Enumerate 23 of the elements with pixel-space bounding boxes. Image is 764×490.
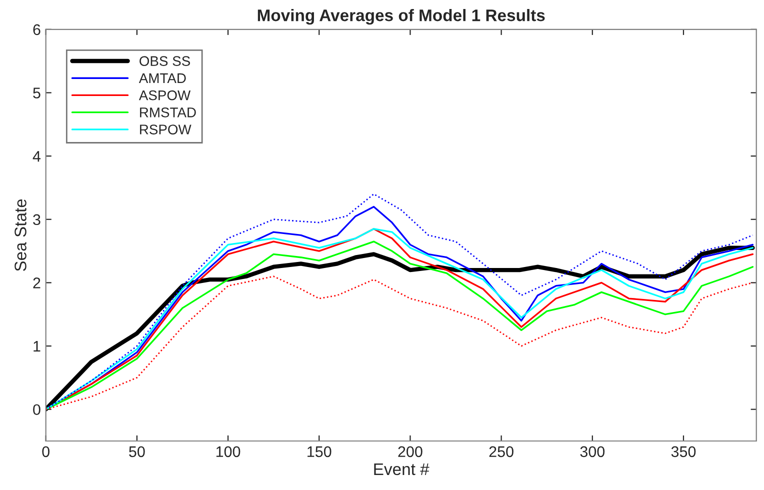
y-tick-label: 1 (34, 341, 40, 352)
y-tick-label: 5 (33, 88, 40, 98)
legend-label: ASPOW (138, 90, 191, 100)
x-tick-label: 350 (671, 446, 696, 458)
y-tick-label: 3 (33, 214, 40, 226)
y-tick-label: 2 (33, 278, 40, 288)
x-tick-label: 100 (216, 446, 240, 458)
legend-label: OBS SS (140, 56, 190, 66)
y-tick-label: 4 (32, 151, 41, 162)
x-tick-label: 250 (489, 446, 514, 458)
x-tick-label: 300 (580, 446, 605, 458)
y-axis-title: Sea State (14, 199, 26, 272)
x-tick-label: 150 (308, 446, 332, 458)
x-tick-label: 50 (129, 446, 145, 458)
x-axis-title: Event # (374, 463, 430, 476)
x-tick-label: 200 (398, 446, 422, 458)
y-tick-label: 6 (33, 24, 40, 36)
legend-label: RMSTAD (140, 107, 196, 118)
legend-label: RSPOW (140, 124, 192, 134)
chart-title: Moving Averages of Model 1 Results (258, 8, 545, 25)
x-tick-label: 0 (42, 446, 50, 458)
legend-label: AMTAD (138, 73, 186, 83)
y-tick-label: 0 (33, 404, 40, 416)
